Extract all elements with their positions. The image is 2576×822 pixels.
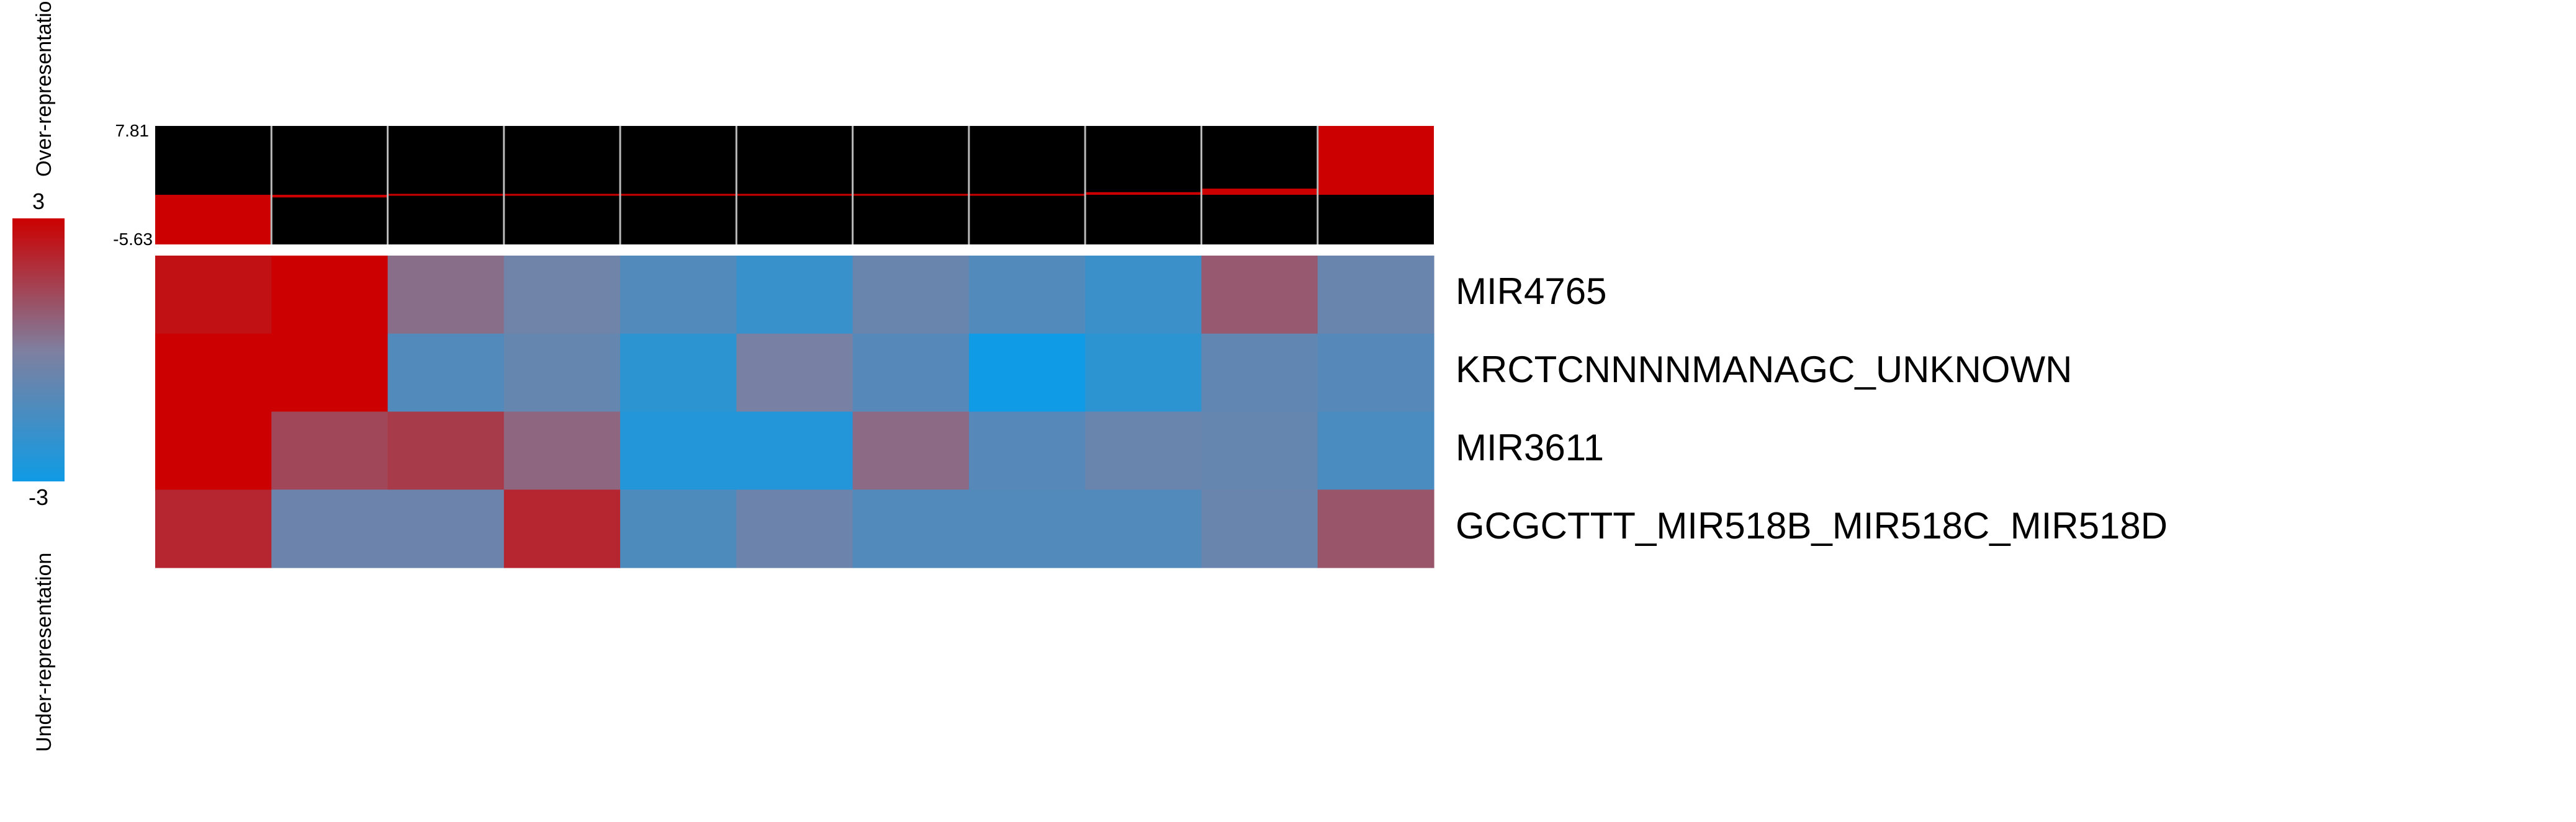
bar-track-bar: [620, 194, 737, 196]
heatmap-cell: [1085, 489, 1202, 568]
bar-track-bar: [852, 194, 969, 196]
heatmap-cell: [503, 489, 621, 568]
heatmap-cell: [271, 489, 389, 568]
heatmap-cell: [620, 489, 737, 568]
heatmap-cell: [1201, 489, 1318, 568]
over-representation-label: Over-representation: [32, 0, 56, 177]
row-label: MIR3611: [1456, 427, 1604, 468]
heatmap-cell: [271, 411, 389, 490]
row-label: MIR4765: [1456, 270, 1606, 312]
bar-track-bar: [155, 194, 272, 244]
legend-max-label: 3: [32, 189, 45, 214]
row-labels: MIR4765 KRCTCNNNNMANAGC_UNKNOWN MIR3611 …: [1456, 270, 2168, 547]
heatmap-cell: [620, 256, 737, 334]
heatmap-cell: [155, 256, 272, 334]
row-label: KRCTCNNNNMANAGC_UNKNOWN: [1456, 349, 2072, 390]
heatmap-cell: [968, 333, 1086, 413]
heatmap-cell: [271, 333, 389, 413]
row-label: GCGCTTT_MIR518B_MIR518C_MIR518D: [1456, 505, 2168, 547]
bar-track-bar: [968, 194, 1086, 196]
bar-track-bar: [503, 194, 621, 196]
bar-track-bars: [155, 126, 1434, 244]
heatmap-cell: [968, 489, 1086, 568]
bar-track-bar: [271, 194, 388, 198]
heatmap-cell: [852, 333, 970, 413]
heatmap-cell: [736, 411, 853, 490]
heatmap-cell: [387, 333, 505, 413]
heatmap-cell: [155, 411, 272, 490]
heatmap-cell: [387, 489, 505, 568]
legend-min-label: -3: [29, 485, 48, 510]
bar-track-bar: [1201, 189, 1318, 195]
heatmap-cell: [1085, 333, 1202, 413]
heatmap-cell: [1085, 256, 1202, 334]
heatmap-cell: [1201, 256, 1318, 334]
bar-track-bar: [736, 194, 853, 196]
heatmap-cell: [155, 489, 272, 568]
heatmap-cell: [1085, 411, 1202, 490]
heatmap-cell: [620, 411, 737, 490]
bar-track-bar: [387, 194, 504, 196]
heatmap-cell: [968, 411, 1086, 490]
bar-track-max-label: 7.81: [115, 121, 150, 140]
heatmap-cell: [1317, 489, 1434, 568]
heatmap-cell: [620, 333, 737, 413]
heatmap-cell: [155, 333, 272, 413]
heatmap-cell: [1201, 411, 1318, 490]
heatmap-cell: [387, 256, 505, 334]
heatmap-cell: [736, 256, 853, 334]
heatmap-cell: [503, 411, 621, 490]
bar-track-bar: [1085, 192, 1202, 195]
bar-track-background: [155, 126, 1434, 244]
heatmap-cells: [155, 256, 1434, 568]
heatmap-cell: [1201, 333, 1318, 413]
heatmap-cell: [852, 489, 970, 568]
heatmap-cell: [852, 256, 970, 334]
heatmap-cell: [968, 256, 1086, 334]
color-legend: 3 -3 Over-representation Under-represent…: [12, 0, 65, 752]
color-legend-bar: [12, 218, 65, 481]
heatmap-cell: [271, 256, 389, 334]
bar-track: 7.81 -5.63: [113, 121, 1434, 249]
heatmap-cell: [503, 333, 621, 413]
heatmap-cell: [736, 333, 853, 413]
bar-track-bar: [1317, 126, 1434, 195]
heatmap-cell: [1317, 411, 1434, 490]
heatmap-cell: [852, 411, 970, 490]
heatmap-cell: [503, 256, 621, 334]
heatmap-cell: [736, 489, 853, 568]
heatmap-cell: [1317, 333, 1434, 413]
bar-track-min-label: -5.63: [113, 230, 153, 249]
heatmap-cell: [1317, 256, 1434, 334]
heatmap-cell: [387, 411, 505, 490]
under-representation-label: Under-representation: [32, 553, 56, 752]
